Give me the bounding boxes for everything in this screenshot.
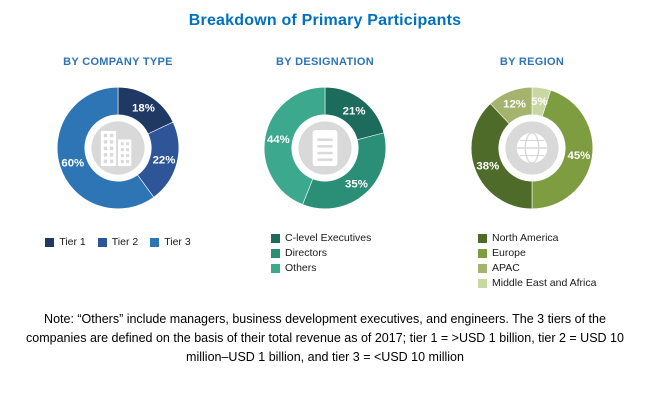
globe-icon bbox=[516, 132, 548, 164]
donut-chart-designation: 21% 35% 44% bbox=[263, 86, 387, 210]
figure-note: Note: “Others” include managers, busines… bbox=[26, 312, 624, 364]
chart-by-company-type: BY COMPANY TYPE 18% 22% 60% Tier 1 Tier 2 Ti… bbox=[18, 56, 218, 294]
legend-item: Tier 3 bbox=[150, 236, 191, 248]
legend-swatch bbox=[45, 237, 55, 247]
legend-item: Tier 1 bbox=[45, 236, 86, 248]
legend-swatch bbox=[271, 233, 280, 243]
pie-segment bbox=[302, 132, 387, 210]
legend-designation: C-level Executives Directors Others bbox=[271, 232, 371, 274]
legend-company-type: Tier 1 Tier 2 Tier 3 bbox=[45, 236, 191, 248]
segment-value-label: 45% bbox=[568, 150, 591, 162]
chart-by-region: BY REGION 5% 45% 38% 12% North America Europ… bbox=[432, 56, 632, 294]
legend-label: Middle East and Africa bbox=[492, 277, 597, 289]
legend-item: Europe bbox=[478, 247, 596, 259]
document-icon bbox=[312, 129, 338, 167]
legend-swatch bbox=[271, 248, 280, 258]
legend-label: APAC bbox=[492, 262, 520, 274]
legend-region: North America Europe APAC Middle East and A… bbox=[478, 232, 596, 289]
pie-segment bbox=[531, 89, 594, 210]
legend-item: Tier 2 bbox=[97, 236, 139, 248]
legend-item: Others bbox=[271, 262, 371, 274]
legend-label: C-level Executives bbox=[285, 232, 372, 244]
legend-item: North America bbox=[478, 232, 596, 244]
charts-row: BY COMPANY TYPE 18% 22% 60% Tier 1 Tier 2 Ti… bbox=[0, 56, 650, 294]
legend-label: Europe bbox=[492, 247, 526, 259]
segment-value-label: 60% bbox=[61, 158, 84, 170]
segment-value-label: 22% bbox=[153, 155, 176, 167]
segment-value-label: 21% bbox=[343, 105, 366, 117]
donut-chart-company-type: 18% 22% 60% bbox=[56, 86, 180, 210]
chart-heading-designation: BY DESIGNATION bbox=[276, 56, 374, 68]
legend-swatch bbox=[478, 248, 487, 258]
legend-label: North America bbox=[492, 232, 559, 244]
legend-item: Middle East and Africa bbox=[478, 277, 596, 289]
legend-item: Directors bbox=[271, 247, 371, 259]
chart-by-designation: BY DESIGNATION 21% 35% 44% C-level Executi… bbox=[225, 56, 425, 294]
pie-segment bbox=[470, 103, 533, 210]
segment-value-label: 12% bbox=[503, 99, 526, 111]
legend-swatch bbox=[271, 263, 280, 273]
pie-segment bbox=[489, 86, 533, 125]
legend-label: Tier 3 bbox=[164, 236, 191, 248]
pie-segment bbox=[263, 86, 326, 205]
legend-item: C-level Executives bbox=[271, 232, 371, 244]
pie-segment bbox=[56, 86, 155, 210]
segment-value-label: 35% bbox=[345, 178, 368, 190]
legend-swatch bbox=[478, 263, 487, 273]
segment-value-label: 18% bbox=[132, 103, 155, 115]
legend-swatch bbox=[478, 233, 487, 243]
figure-title: Breakdown of Primary Participants bbox=[188, 12, 462, 29]
legend-label: Others bbox=[285, 262, 317, 274]
legend-swatch bbox=[478, 278, 487, 288]
building-icon bbox=[100, 130, 132, 167]
segment-value-label: 38% bbox=[476, 160, 499, 172]
donut-chart-region: 5% 45% 38% 12% bbox=[470, 86, 594, 210]
segment-value-label: 44% bbox=[267, 134, 290, 146]
chart-heading-region: BY REGION bbox=[499, 56, 565, 68]
legend-item: APAC bbox=[478, 262, 596, 274]
legend-swatch bbox=[97, 237, 107, 247]
chart-heading-company-type: BY COMPANY TYPE bbox=[63, 56, 173, 68]
legend-label: Tier 1 bbox=[59, 236, 86, 248]
legend-swatch bbox=[150, 237, 160, 247]
legend-label: Tier 2 bbox=[111, 236, 139, 248]
segment-value-label: 5% bbox=[531, 96, 547, 108]
legend-label: Directors bbox=[285, 247, 328, 259]
